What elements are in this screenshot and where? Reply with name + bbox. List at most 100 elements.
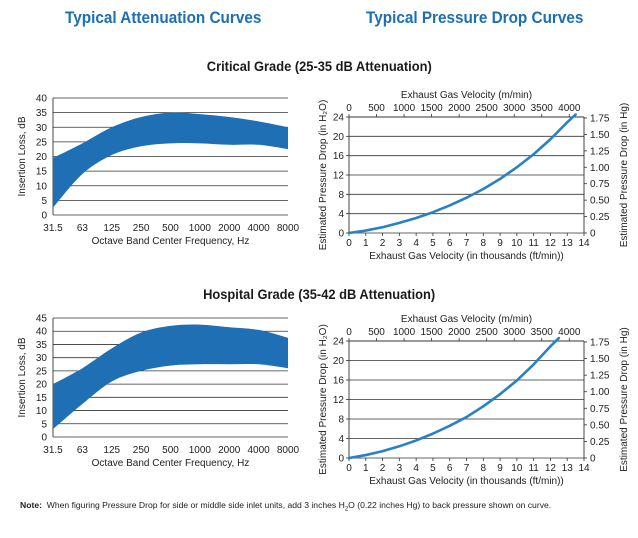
x-tick-label: 125	[103, 223, 120, 234]
x-tick-label: 5	[430, 238, 436, 249]
y2-tick-label: 0.50	[590, 196, 610, 207]
y-tick-label: 20	[333, 356, 345, 367]
x2-tick-label: 1000	[393, 327, 416, 338]
x-axis-label: Exhaust Gas Velocity (in thousands (ft/m…	[369, 476, 564, 487]
x-tick-label: 8000	[277, 223, 300, 234]
y2-tick-label: 0	[590, 454, 596, 465]
x-tick-label: 5	[430, 463, 436, 474]
y-tick-label: 8	[338, 415, 344, 426]
x-tick-label: 2000	[218, 223, 241, 234]
x-tick-label: 13	[562, 463, 574, 474]
x-tick-label: 31.5	[43, 223, 63, 234]
y-tick-label: 0	[338, 454, 344, 465]
y-tick-label: 15	[36, 393, 48, 404]
x-tick-label: 2000	[218, 445, 241, 456]
x-tick-label: 12	[545, 463, 557, 474]
x-tick-label: 31.5	[43, 445, 63, 456]
y2-tick-label: 1.75	[590, 337, 610, 348]
x2-tick-label: 3000	[503, 103, 526, 114]
x-tick-label: 63	[77, 223, 89, 234]
y2-axis-label: Estimated Pressure Drop (in Hg)	[619, 327, 630, 472]
x-tick-label: 4000	[248, 445, 271, 456]
pressure-drop-curve	[347, 113, 577, 235]
x2-tick-label: 3500	[531, 103, 554, 114]
x-tick-label: 2	[380, 463, 386, 474]
x2-tick-label: 3000	[503, 327, 526, 338]
x-tick-label: 0	[346, 463, 352, 474]
y-tick-label: 12	[333, 171, 345, 182]
y-tick-label: 20	[36, 152, 48, 163]
y-tick-label: 20	[333, 132, 345, 143]
x2-axis-label: Exhaust Gas Velocity (m/min)	[401, 314, 532, 325]
note-label: Note:	[20, 500, 42, 510]
critical-grade-title: Critical Grade (25-35 dB Attenuation)	[206, 58, 432, 74]
x-tick-label: 250	[133, 445, 150, 456]
x-tick-label: 14	[578, 463, 590, 474]
x-axis-label: Octave Band Center Frequency, Hz	[92, 236, 250, 247]
x-tick-label: 9	[497, 463, 503, 474]
x-tick-label: 125	[103, 445, 120, 456]
x-tick-label: 7	[464, 463, 470, 474]
x-tick-label: 8	[481, 238, 487, 249]
x-tick-label: 1	[363, 463, 369, 474]
x2-tick-label: 2500	[476, 103, 499, 114]
x-tick-label: 8	[481, 463, 487, 474]
y2-tick-label: 0.50	[590, 420, 610, 431]
y-tick-label: 15	[36, 167, 48, 178]
x2-tick-label: 1500	[420, 103, 443, 114]
hospital-grade-title: Hospital Grade (35-42 dB Attenuation)	[202, 286, 436, 302]
y2-tick-label: 0.25	[590, 212, 610, 223]
footnote: Note: When figuring Pressure Drop for si…	[20, 500, 551, 513]
x-tick-label: 3	[397, 463, 403, 474]
x2-tick-label: 0	[346, 327, 352, 338]
y-tick-label: 30	[36, 353, 48, 364]
y2-tick-label: 0.25	[590, 437, 610, 448]
x2-tick-label: 500	[368, 327, 385, 338]
y-axis-label: Estimated Pressure Drop (in H₂O)	[318, 100, 329, 251]
y-axis-label: Insertion Loss, dB	[17, 116, 28, 196]
note-text-post: O (0.22 inches Hg) to back pressure show…	[348, 500, 552, 510]
y-tick-label: 10	[36, 181, 48, 192]
y2-axis-label: Estimated Pressure Drop (in Hg)	[619, 103, 630, 248]
x-tick-label: 11	[528, 463, 539, 474]
x-tick-label: 4	[413, 238, 419, 249]
x-tick-label: 10	[511, 463, 523, 474]
x-tick-label: 1000	[189, 445, 212, 456]
x-tick-label: 7	[464, 238, 470, 249]
attenuation-curves-header: Typical Attenuation Curves	[65, 8, 262, 27]
x-tick-label: 14	[578, 238, 590, 249]
y-tick-label: 40	[36, 94, 48, 105]
x-tick-label: 8000	[277, 445, 300, 456]
x-tick-label: 63	[77, 445, 89, 456]
x-axis-label: Exhaust Gas Velocity (in thousands (ft/m…	[369, 251, 564, 262]
x2-tick-label: 3500	[531, 327, 554, 338]
x2-tick-label: 4000	[558, 327, 581, 338]
y2-tick-label: 1.00	[590, 387, 610, 398]
x-tick-label: 9	[497, 238, 503, 249]
y-tick-label: 35	[36, 108, 48, 119]
note-subscript: 2	[344, 506, 349, 513]
x-tick-label: 4000	[248, 223, 271, 234]
pressure-drop-curve	[347, 336, 561, 460]
y2-tick-label: 1.25	[590, 371, 610, 382]
x-tick-label: 0	[346, 238, 352, 249]
x-tick-label: 11	[528, 238, 539, 249]
y-tick-label: 5	[41, 196, 47, 207]
y2-tick-label: 0	[590, 229, 596, 240]
x2-axis-label: Exhaust Gas Velocity (m/min)	[401, 90, 532, 101]
x-tick-label: 1000	[189, 223, 212, 234]
x-tick-label: 6	[447, 238, 453, 249]
y-tick-label: 0	[41, 211, 47, 222]
y-tick-label: 0	[338, 229, 344, 240]
y-tick-label: 35	[36, 340, 48, 351]
x2-tick-label: 2000	[448, 327, 471, 338]
y-tick-label: 20	[36, 380, 48, 391]
x-tick-label: 4	[413, 463, 419, 474]
x-axis-label: Octave Band Center Frequency, Hz	[92, 458, 250, 469]
y-tick-label: 4	[338, 209, 344, 220]
y2-tick-label: 0.75	[590, 404, 610, 415]
y-tick-label: 16	[333, 151, 345, 162]
